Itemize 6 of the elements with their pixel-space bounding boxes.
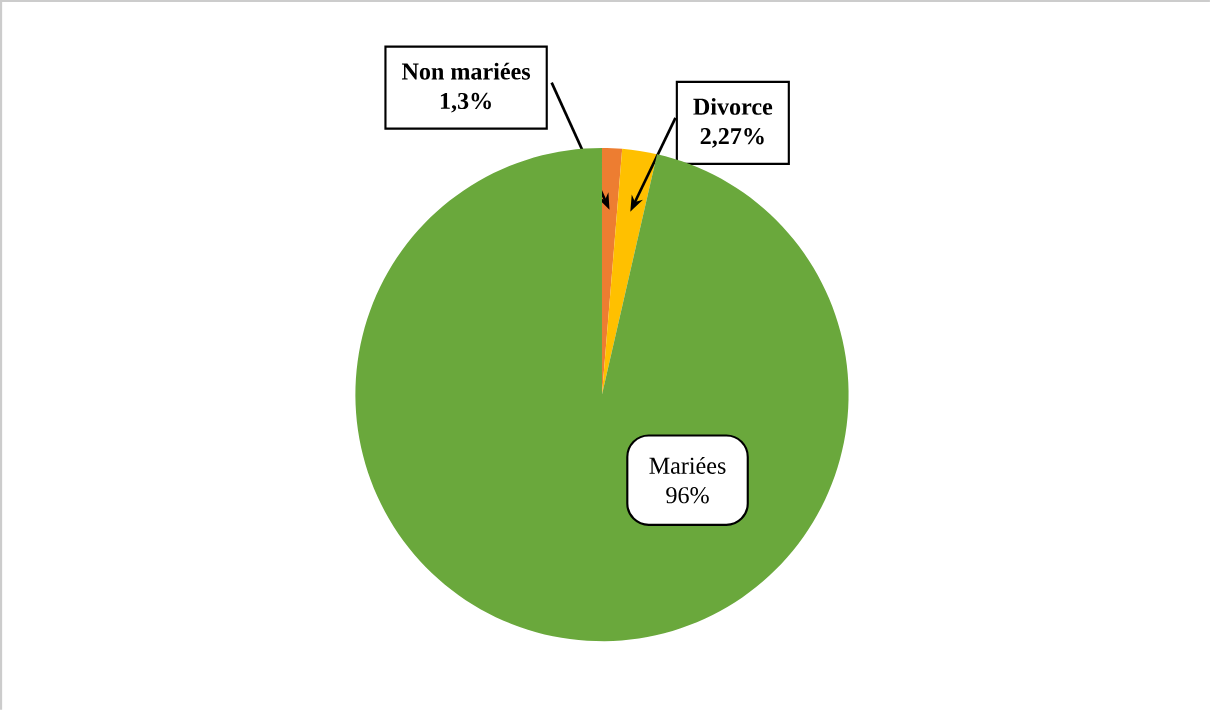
data-label: 1,3% bbox=[440, 92, 491, 113]
data-label: 96% bbox=[666, 487, 709, 504]
slice-label: Divorce bbox=[693, 98, 773, 115]
slice-label: Mariées bbox=[649, 457, 726, 475]
slice-label: Non mariées bbox=[401, 62, 531, 80]
data-label: 2,27% bbox=[700, 128, 764, 148]
